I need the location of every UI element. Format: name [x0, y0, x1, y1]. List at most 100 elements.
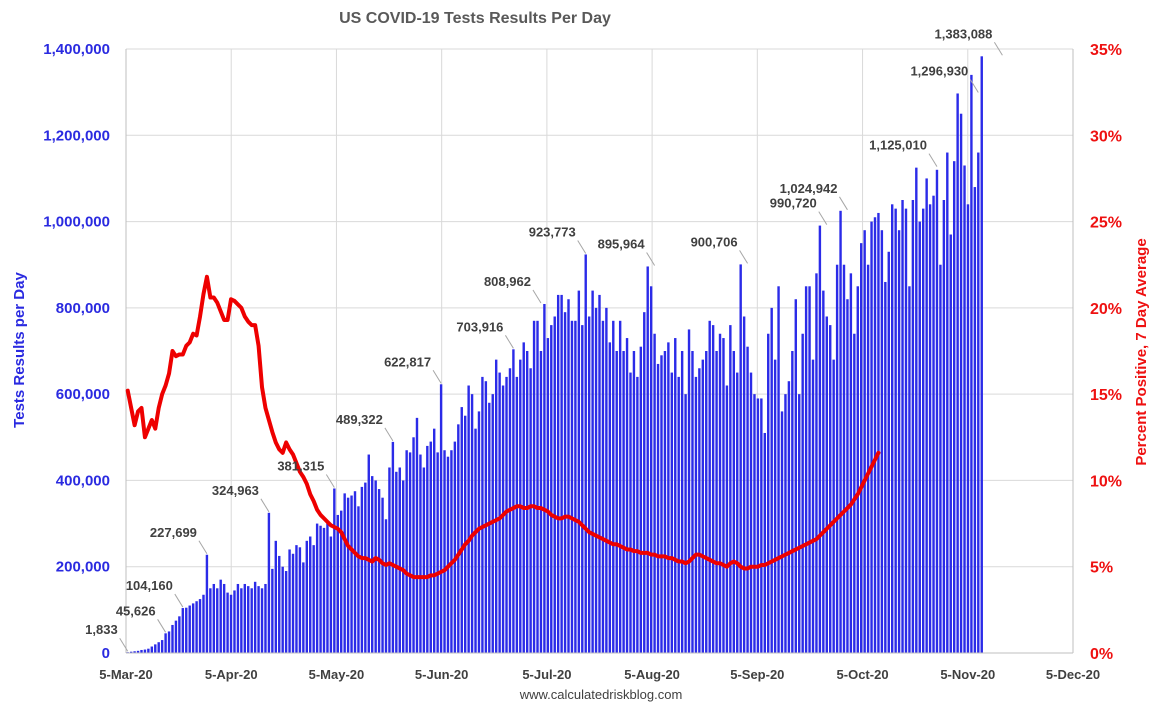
annotation-label: 622,817 — [384, 354, 431, 369]
bar — [918, 221, 921, 653]
bar — [236, 583, 240, 653]
bar — [405, 450, 408, 653]
bar — [353, 491, 357, 653]
annotation-label: 1,296,930 — [910, 63, 968, 78]
bar — [191, 603, 195, 653]
bar — [935, 169, 939, 654]
bar — [133, 651, 136, 653]
bar — [811, 359, 815, 653]
bar — [150, 646, 154, 653]
bar — [322, 527, 326, 653]
bar — [677, 376, 680, 653]
annotation-leader — [260, 498, 270, 513]
x-tick-label: 5-Mar-20 — [99, 667, 152, 682]
annotation-label: 808,962 — [484, 274, 531, 289]
bar — [963, 165, 966, 654]
annotation-label: 703,916 — [456, 319, 503, 334]
annotation-label: 1,833 — [85, 622, 118, 637]
bar — [674, 338, 677, 653]
bar — [780, 411, 784, 653]
bar — [312, 545, 315, 653]
y-tick-label-left: 1,200,000 — [43, 127, 110, 144]
bar — [143, 649, 147, 653]
line-series-percent-positive — [125, 274, 881, 580]
bar — [584, 254, 587, 653]
x-tick-label: 5-Jun-20 — [415, 667, 468, 682]
bar — [185, 607, 188, 653]
bar — [522, 342, 525, 653]
bar — [760, 398, 763, 653]
bar — [474, 428, 477, 653]
bar — [388, 467, 391, 653]
y-tick-label-right: 10% — [1090, 473, 1122, 490]
bar — [453, 441, 457, 653]
bar — [419, 454, 422, 653]
bar — [729, 325, 732, 653]
bar — [488, 402, 491, 653]
bar — [374, 480, 377, 653]
bar — [367, 454, 370, 653]
annotation-leader — [646, 252, 656, 266]
bar — [770, 307, 773, 653]
bar — [532, 320, 536, 653]
bar — [446, 456, 450, 653]
bar — [398, 467, 401, 653]
x-tick-label: 5-Oct-20 — [837, 667, 889, 682]
bar — [691, 351, 694, 653]
bar — [174, 620, 178, 653]
bar — [212, 583, 216, 653]
bar — [746, 346, 749, 653]
bar — [219, 579, 222, 653]
annotation-label: 324,963 — [212, 483, 259, 498]
tick-labels: 0 0% 200,000 5% 400,000 10% 600,000 15% 800,000 2… — [43, 41, 1122, 682]
y-tick-label-left: 1,000,000 — [43, 214, 110, 231]
bar — [860, 243, 863, 653]
bar — [667, 342, 670, 653]
x-tick-label: 5-Dec-20 — [1046, 667, 1100, 682]
bar — [140, 649, 143, 653]
bar — [687, 329, 691, 653]
bar — [309, 536, 312, 653]
x-tick-label: 5-May-20 — [309, 667, 365, 682]
bar — [443, 450, 446, 653]
bar — [298, 547, 302, 653]
bar — [873, 217, 877, 653]
bar — [694, 376, 698, 653]
bar — [742, 316, 746, 653]
y-tick-label-left: 1,400,000 — [43, 41, 110, 58]
bar — [570, 320, 574, 653]
bar — [281, 566, 284, 653]
annotation-label: 990,720 — [770, 196, 817, 211]
bar — [825, 316, 828, 653]
annotation-label: 1,024,942 — [780, 181, 838, 196]
bar — [357, 506, 360, 653]
bar — [209, 588, 212, 653]
bar — [384, 519, 388, 653]
bar — [629, 372, 632, 653]
bar — [181, 608, 185, 653]
bar — [329, 536, 333, 653]
annotation-leader — [325, 474, 335, 488]
y-tick-label-right: 0% — [1090, 646, 1113, 663]
bar — [278, 555, 281, 653]
bar — [646, 266, 649, 653]
bar — [195, 601, 198, 653]
y-tick-label-right: 15% — [1090, 387, 1122, 404]
bar — [498, 372, 501, 653]
bar — [884, 281, 887, 653]
bar — [553, 316, 556, 653]
axes — [125, 49, 1074, 654]
bar — [563, 312, 567, 653]
bar — [977, 152, 980, 654]
annotation-leader — [157, 619, 167, 633]
bar — [205, 554, 209, 653]
bar — [911, 200, 915, 653]
bar — [539, 351, 543, 653]
bar — [550, 325, 553, 653]
x-tick-label: 5-Nov-20 — [940, 667, 995, 682]
bar — [260, 588, 264, 653]
bar — [319, 525, 322, 653]
bar — [505, 376, 508, 653]
bar — [581, 325, 584, 653]
bar — [450, 450, 453, 653]
